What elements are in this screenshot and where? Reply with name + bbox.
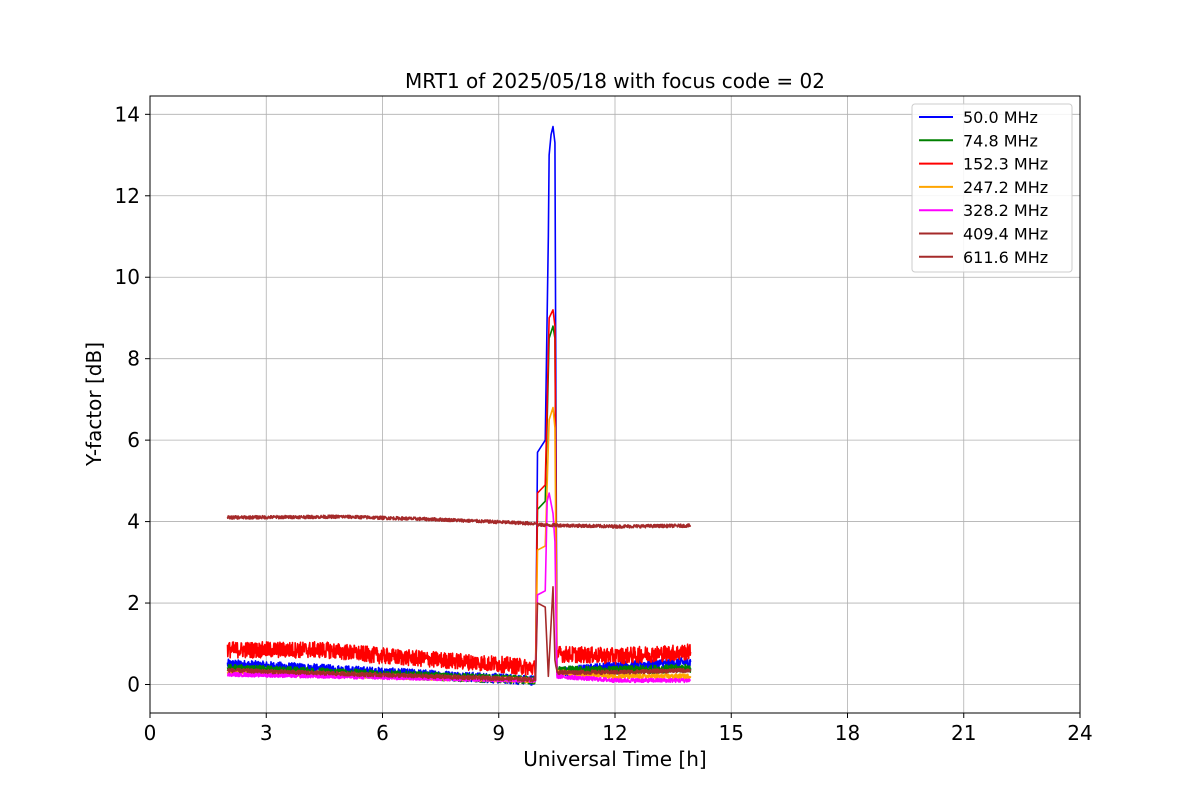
y-tick-label: 2 [127, 591, 140, 615]
x-tick-label: 6 [376, 721, 389, 745]
series-line-5 [226, 585, 692, 683]
series-line-1 [226, 325, 692, 685]
legend: 50.0 MHz 74.8 MHz 152.3 MHz 247.2 MHz 32… [911, 103, 1073, 273]
grid [149, 96, 1081, 713]
y-tick-label: 12 [115, 184, 140, 208]
chart-title: MRT1 of 2025/05/18 with focus code = 02 [405, 69, 825, 93]
legend-entry: 611.6 MHz [963, 248, 1048, 267]
legend-entry: 74.8 MHz [963, 131, 1038, 150]
x-tick-label: 12 [602, 721, 627, 745]
x-tick-label: 24 [1067, 721, 1092, 745]
x-tick-label: 18 [835, 721, 860, 745]
x-tick-label: 3 [260, 721, 273, 745]
x-axis-label: Universal Time [h] [523, 747, 706, 771]
y-tick-label: 10 [115, 265, 140, 289]
y-tick-label: 4 [127, 510, 140, 534]
y-tick-label: 0 [127, 672, 140, 696]
series-line-2 [226, 309, 692, 678]
legend-entry: 409.4 MHz [963, 225, 1048, 244]
legend-entry: 247.2 MHz [963, 178, 1048, 197]
legend-entry: 50.0 MHz [963, 108, 1038, 127]
x-tick-label: 21 [951, 721, 976, 745]
x-tick-label: 15 [719, 721, 744, 745]
series-line-0 [226, 125, 692, 686]
y-tick-label: 6 [127, 428, 140, 452]
legend-entry: 328.2 MHz [963, 201, 1048, 220]
y-tick-label: 8 [127, 347, 140, 371]
x-tick-label: 0 [144, 721, 157, 745]
y-tick-label: 14 [115, 102, 140, 126]
series-line-3 [226, 406, 692, 684]
y-axis-label: Y-factor [dB] [82, 342, 106, 467]
x-tick-label: 9 [492, 721, 505, 745]
plot-series [226, 125, 692, 686]
legend-entry: 152.3 MHz [963, 155, 1048, 174]
series-line-6 [226, 514, 692, 529]
legend-box [911, 103, 1073, 273]
